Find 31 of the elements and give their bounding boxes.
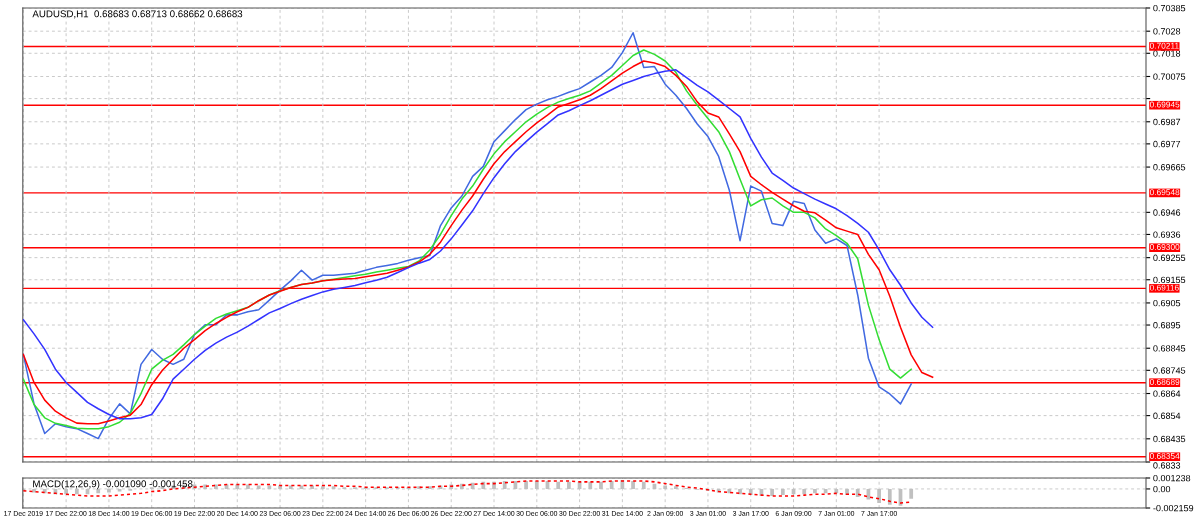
y-tick-label: 0.7028 <box>1153 28 1181 35</box>
ref-line-label: 0.68689 <box>1149 379 1180 385</box>
y-tick-label: 0.6905 <box>1153 299 1181 307</box>
y-tick-label: 0.6833 <box>1153 462 1181 469</box>
y-tick-label: 0.6895 <box>1153 321 1181 329</box>
y-tick-label: 0.00 <box>1153 485 1171 493</box>
y-tick-label: 0.6936 <box>1153 231 1181 238</box>
y-tick-label: 0.7018 <box>1153 50 1181 57</box>
y-tick-label: 0.70075 <box>1153 73 1186 80</box>
ref-line-label: 0.70211 <box>1149 42 1179 49</box>
y-tick-label: 0.6987 <box>1153 118 1181 126</box>
y-tick-label: 0.69155 <box>1153 276 1186 284</box>
y-tick-label: 0.6854 <box>1153 412 1181 419</box>
y-tick-label: 0.68435 <box>1153 435 1186 443</box>
ref-line-label: 0.69116 <box>1149 284 1179 291</box>
annotation: MACD(12,26,9) -0.001090 -0.001458 <box>33 480 193 490</box>
y-tick-label: 0.6946 <box>1153 209 1181 216</box>
y-tick-label: 0.68845 <box>1153 345 1186 352</box>
y-tick-label: 0.6977 <box>1153 140 1181 148</box>
ref-line-label: 0.69300 <box>1149 244 1180 250</box>
ref-line-label: 0.68354 <box>1149 453 1180 459</box>
y-tick-label: 0.69255 <box>1153 254 1186 261</box>
ref-line-label: 0.69548 <box>1149 189 1180 196</box>
y-tick-label: 0.6864 <box>1153 390 1181 397</box>
y-tick-label: 0.68745 <box>1153 367 1186 374</box>
annotation: AUDUSD,H1 0.68683 0.68713 0.68662 0.68683 <box>32 10 243 19</box>
ref-line-label: 0.69945 <box>1149 101 1180 108</box>
y-tick-label: 0.001238 <box>1153 474 1191 482</box>
y-tick-label: 0.69665 <box>1153 164 1186 171</box>
y-tick-label: -0.002159 <box>1153 504 1194 512</box>
y-tick-label: 0.70385 <box>1153 4 1186 12</box>
